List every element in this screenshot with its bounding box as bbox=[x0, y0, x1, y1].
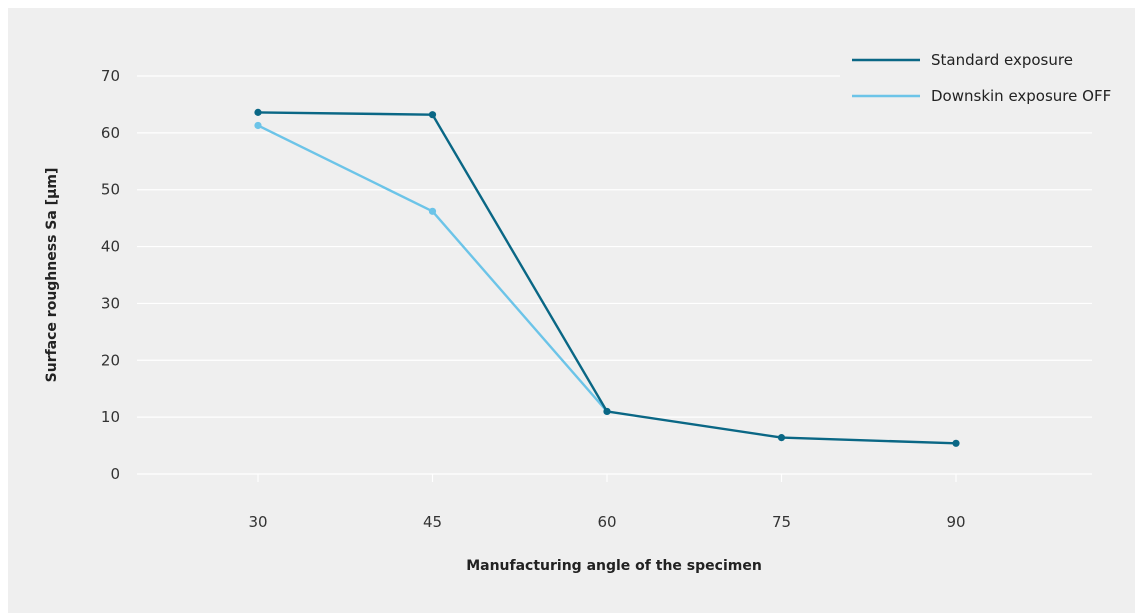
y-tick-30: 30 bbox=[101, 294, 120, 312]
data-point-standard-exposure-45 bbox=[428, 111, 437, 119]
x-tick-45: 45 bbox=[423, 513, 442, 531]
x-tick-60: 60 bbox=[597, 513, 616, 531]
data-point-standard-exposure-60 bbox=[603, 407, 611, 416]
y-tick-20: 20 bbox=[101, 351, 120, 369]
legend-label-downskin-exposure-off: Downskin exposure OFF bbox=[931, 87, 1111, 105]
series-line-downskin-exposure-off bbox=[257, 124, 608, 413]
y-tick-10: 10 bbox=[101, 408, 120, 426]
x-tick-30: 30 bbox=[248, 513, 267, 531]
x-axis-title: Manufacturing angle of the specimen bbox=[466, 558, 762, 574]
series-line-standard-exposure bbox=[257, 111, 957, 445]
gridlines bbox=[137, 75, 1092, 482]
x-tick-90: 90 bbox=[946, 513, 965, 531]
y-tick-70: 70 bbox=[101, 67, 120, 85]
y-tick-50: 50 bbox=[101, 181, 120, 199]
y-tick-60: 60 bbox=[101, 124, 120, 142]
data-point-standard-exposure-30 bbox=[254, 108, 262, 116]
legend: Standard exposure Downskin exposure OFF bbox=[852, 51, 1111, 105]
data-point-standard-exposure-75 bbox=[777, 434, 786, 442]
data-point-downskin-exposure-off-30 bbox=[254, 121, 262, 130]
legend-label-standard-exposure: Standard exposure bbox=[931, 51, 1073, 69]
data-point-downskin-exposure-off-45 bbox=[428, 207, 437, 215]
y-tick-40: 40 bbox=[101, 238, 120, 256]
legend-background bbox=[840, 40, 1100, 132]
data-point-standard-exposure-90 bbox=[952, 439, 960, 447]
y-tick-labels: 0 10 20 30 40 50 60 70 bbox=[101, 67, 120, 483]
x-tick-labels: 30 45 60 75 90 bbox=[248, 513, 965, 531]
y-axis-title: Surface roughness Sa [µm] bbox=[44, 168, 60, 383]
y-tick-0: 0 bbox=[110, 465, 120, 483]
x-tick-75: 75 bbox=[772, 513, 791, 531]
series-lines bbox=[254, 108, 960, 447]
